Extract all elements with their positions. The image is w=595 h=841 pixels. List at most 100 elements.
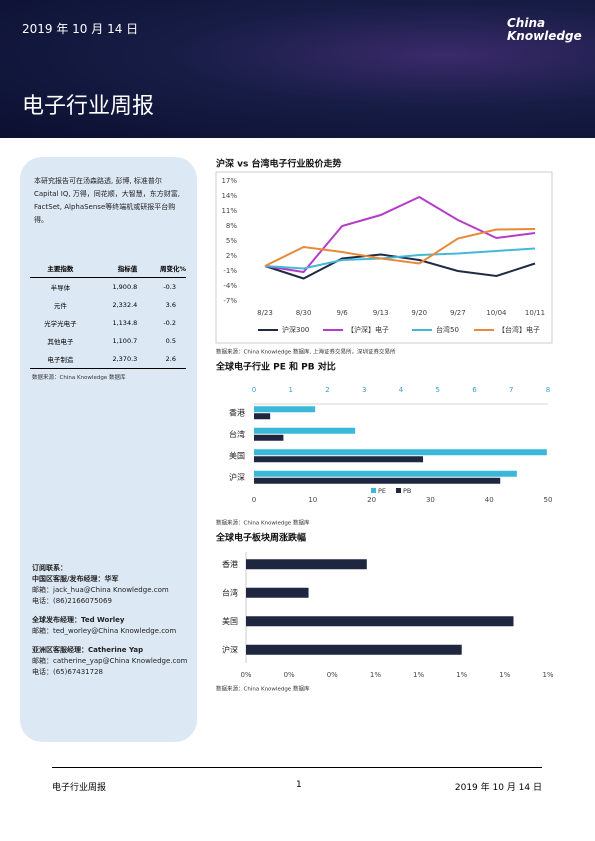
category-label: 香港 bbox=[229, 407, 245, 417]
x2-tick-label: 5 bbox=[436, 386, 440, 394]
bar bbox=[246, 616, 514, 627]
cell: 0.5 bbox=[165, 337, 176, 345]
bar bbox=[254, 449, 547, 456]
cell: 1,134.8 bbox=[112, 319, 138, 327]
contact-line: 邮箱：ted_worley@China Knowledge.com bbox=[32, 627, 177, 635]
y-tick-label: -7% bbox=[223, 297, 237, 305]
index-table: 主要指数 指标值 周变化% 半导体 1,900.8 -0.3 元件 2,332.4 3.6 光学光… bbox=[30, 259, 186, 369]
header-title: 电子行业周报 bbox=[22, 94, 155, 119]
cell: 光学光电子 bbox=[44, 320, 77, 328]
footer-date: 2019 年 10 月 14 日 bbox=[454, 783, 542, 793]
category-label: 美国 bbox=[222, 616, 238, 626]
x-tick-label: 8/23 bbox=[257, 309, 273, 317]
bar bbox=[254, 427, 356, 434]
category-label: 台湾 bbox=[222, 587, 238, 597]
x2-tick-label: 8 bbox=[546, 386, 550, 394]
header-cell: 周变化% bbox=[159, 265, 186, 273]
cell: -0.2 bbox=[163, 319, 176, 327]
contact-line: 邮箱：jack_hua@China Knowledge.com bbox=[32, 586, 169, 594]
x-tick-label: 1% bbox=[413, 671, 424, 679]
table-row: 元件 2,332.4 3.6 bbox=[30, 296, 186, 314]
contact-line: 电话：(65)67431728 bbox=[32, 668, 103, 676]
y-tick-label: -1% bbox=[223, 267, 237, 275]
contacts: 订阅联系： 中国区客服/发布经理：华军邮箱：jack_hua@China Kno… bbox=[32, 563, 192, 678]
x-tick-label: 9/13 bbox=[373, 309, 389, 317]
chart-title: 全球电子板块周涨跌幅 bbox=[215, 532, 306, 544]
contact-line: 邮箱：catherine_yap@China Knowledge.com bbox=[32, 657, 188, 665]
x-tick-label: 10/11 bbox=[525, 309, 545, 317]
series-line bbox=[264, 253, 536, 280]
x-tick-label: 1% bbox=[456, 671, 467, 679]
chart-source: 数据来源：China Knowledge 数据库 bbox=[216, 685, 310, 693]
legend-swatch bbox=[396, 488, 401, 493]
x-tick-label: 0 bbox=[252, 496, 256, 504]
series-line bbox=[264, 247, 536, 270]
x-tick-label: 40 bbox=[485, 496, 494, 504]
cell: 2.6 bbox=[165, 355, 176, 363]
chart-title: 沪深 vs 台湾电子行业股价走势 bbox=[216, 158, 342, 170]
category-label: 沪深 bbox=[222, 644, 238, 654]
x2-tick-label: 2 bbox=[325, 386, 329, 394]
x-tick-label: 9/6 bbox=[337, 309, 349, 317]
x-tick-label: 10/04 bbox=[486, 309, 507, 317]
series-line bbox=[264, 228, 536, 267]
category-label: 美国 bbox=[229, 450, 245, 460]
bar bbox=[254, 477, 501, 484]
x-tick-label: 9/20 bbox=[411, 309, 427, 317]
y-tick-label: 2% bbox=[226, 252, 237, 260]
chart-source: 数据来源：China Knowledge 数据库, 上海证券交易所，深圳证券交易… bbox=[216, 348, 396, 356]
x-tick-label: 30 bbox=[426, 496, 435, 504]
legend-swatch bbox=[371, 488, 376, 493]
y-tick-label: 8% bbox=[226, 222, 237, 230]
x2-tick-label: 6 bbox=[472, 386, 477, 394]
cell: 1,900.8 bbox=[112, 283, 138, 291]
y-tick-label: 11% bbox=[221, 207, 237, 215]
table-row: 光学光电子 1,134.8 -0.2 bbox=[30, 314, 186, 332]
bar bbox=[254, 413, 271, 420]
contact-role: 亚洲区客服经理：Catherine Yap bbox=[32, 646, 144, 654]
x2-tick-label: 4 bbox=[399, 386, 404, 394]
contact: 全球发布经理：Ted Worley 邮箱：ted_worley@China Kno… bbox=[32, 615, 192, 637]
table-row: 其他电子 1,100.7 0.5 bbox=[30, 332, 186, 350]
logo: China Knowledge bbox=[507, 17, 582, 43]
contact: 亚洲区客服经理：Catherine Yap 邮箱：catherine_yap@Ch… bbox=[32, 645, 192, 678]
sidebar: 本研究报告可在汤森路透, 彭博, 标准普尔Capital IQ, 万得，同花顺，… bbox=[20, 157, 197, 742]
x-tick-label: 9/27 bbox=[450, 309, 466, 317]
x-tick-label: 20 bbox=[367, 496, 376, 504]
contacts-title: 订阅联系： bbox=[32, 564, 67, 572]
x-tick-label: 1% bbox=[370, 671, 381, 679]
bar bbox=[254, 456, 424, 463]
legend-label: 沪深300 bbox=[282, 325, 309, 334]
x-tick-label: 8/30 bbox=[296, 309, 312, 317]
contact-role: 全球发布经理：Ted Worley bbox=[32, 616, 125, 624]
footer-title: 电子行业周报 bbox=[52, 783, 107, 793]
cell: 电子制造 bbox=[47, 356, 74, 364]
cell: 2,332.4 bbox=[112, 301, 138, 309]
cell: 2,370.3 bbox=[112, 355, 138, 363]
contact-role: 中国区客服/发布经理：华军 bbox=[32, 575, 119, 583]
y-tick-label: 5% bbox=[226, 237, 237, 245]
intro: 本研究报告可在汤森路透, 彭博, 标准普尔Capital IQ, 万得，同花顺，… bbox=[34, 177, 181, 224]
contact-line: 电话：(86)2166075069 bbox=[32, 597, 112, 605]
logo-line: Knowledge bbox=[507, 29, 582, 43]
x2-tick-label: 7 bbox=[509, 386, 513, 394]
category-label: 香港 bbox=[222, 559, 238, 569]
legend-label: 【沪深】电子 bbox=[347, 325, 389, 334]
contact: 中国区客服/发布经理：华军邮箱：jack_hua@China Knowledge… bbox=[32, 574, 192, 607]
plot-frame bbox=[215, 171, 553, 344]
bar bbox=[246, 644, 462, 655]
x-tick-label: 0% bbox=[284, 671, 295, 679]
category-label: 沪深 bbox=[229, 472, 245, 482]
footer-rule bbox=[52, 767, 542, 768]
legend-label: PB bbox=[403, 487, 411, 495]
x-tick-label: 1% bbox=[499, 671, 510, 679]
legend-label: 台湾50 bbox=[436, 325, 459, 334]
chart-source: 数据来源：China Knowledge 数据库 bbox=[216, 519, 310, 527]
x-tick-label: 10 bbox=[308, 496, 317, 504]
y-tick-label: 14% bbox=[221, 192, 237, 200]
bar bbox=[246, 587, 309, 598]
x-tick-label: 50 bbox=[544, 496, 553, 504]
cell: 3.6 bbox=[165, 301, 176, 309]
bar bbox=[254, 406, 316, 413]
